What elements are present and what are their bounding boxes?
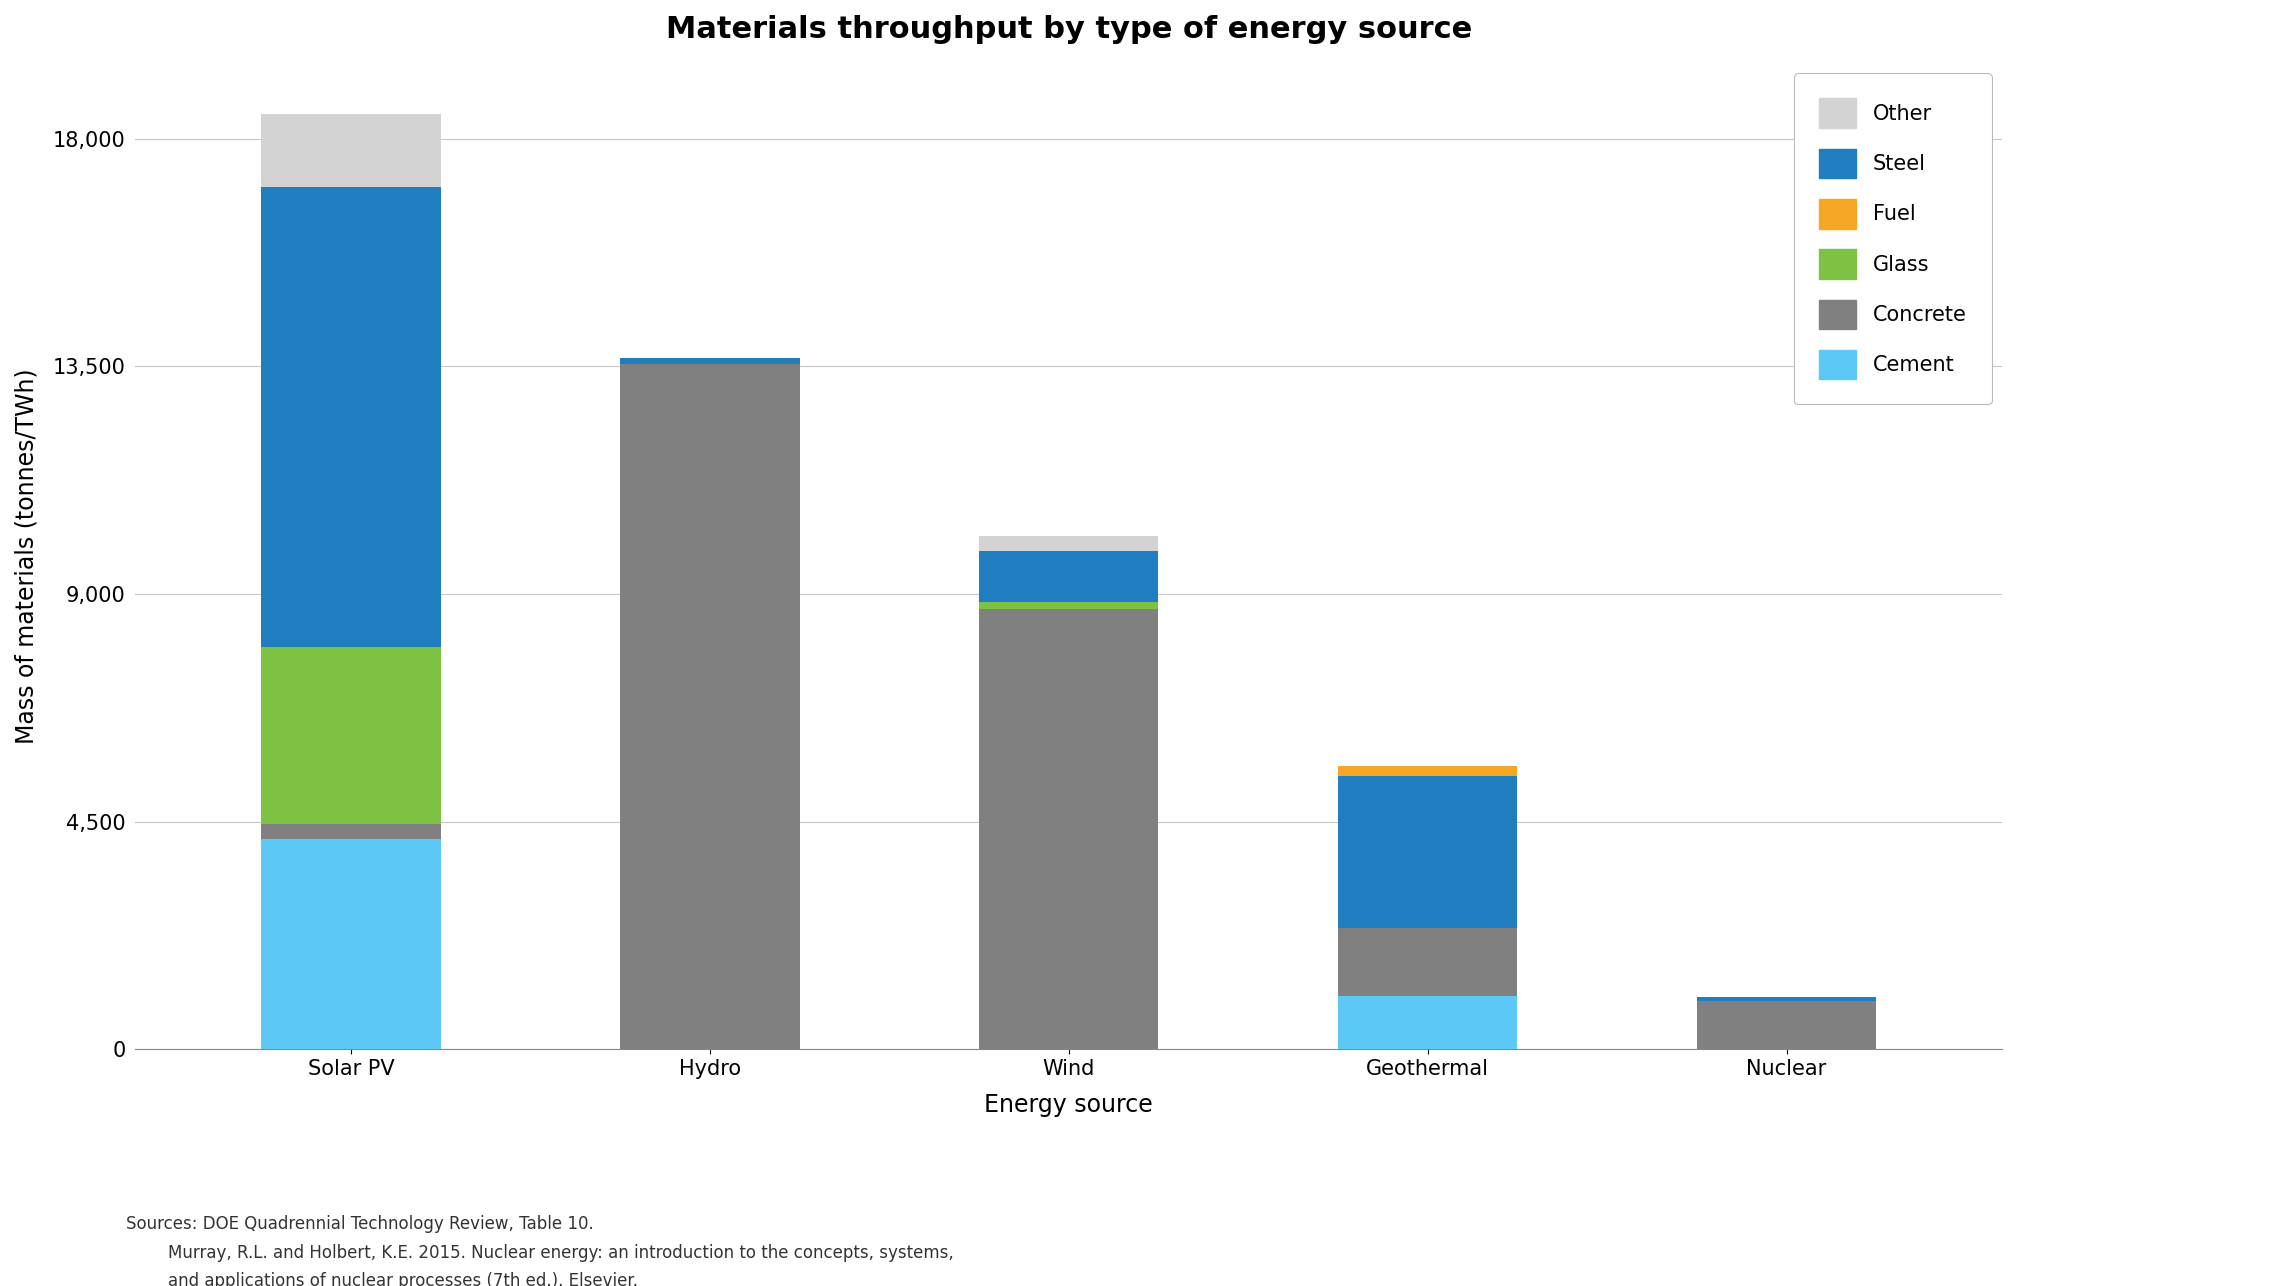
Text: Murray, R.L. and Holbert, K.E. 2015. Nuclear energy: an introduction to the conc: Murray, R.L. and Holbert, K.E. 2015. Nuc… [126,1244,953,1262]
Bar [261,840,440,1049]
Title: Materials throughput by type of energy source: Materials throughput by type of energy s… [665,15,1471,44]
Bar [979,610,1157,1049]
Legend: Other, Steel, Fuel, Glass, Concrete, Cement: Other, Steel, Fuel, Glass, Concrete, Cem… [1795,73,1992,405]
Bar [1339,995,1517,1049]
Y-axis label: Mass of materials (tonnes/TWh): Mass of materials (tonnes/TWh) [16,368,39,743]
Bar [621,358,800,364]
Bar [1696,1001,1877,1049]
Bar [261,113,440,186]
X-axis label: Energy source: Energy source [983,1093,1153,1116]
Bar [1339,766,1517,775]
Text: Sources: DOE Quadrennial Technology Review, Table 10.: Sources: DOE Quadrennial Technology Revi… [126,1215,594,1233]
Bar [621,364,800,1049]
Bar [261,824,440,840]
Bar [261,186,440,647]
Bar [979,602,1157,610]
Bar [979,550,1157,602]
Bar [1339,775,1517,927]
Bar [1696,997,1877,1001]
Bar [261,647,440,824]
Bar [979,536,1157,550]
Bar [1339,927,1517,995]
Text: and applications of nuclear processes (7th ed.). Elsevier.: and applications of nuclear processes (7… [126,1272,637,1286]
